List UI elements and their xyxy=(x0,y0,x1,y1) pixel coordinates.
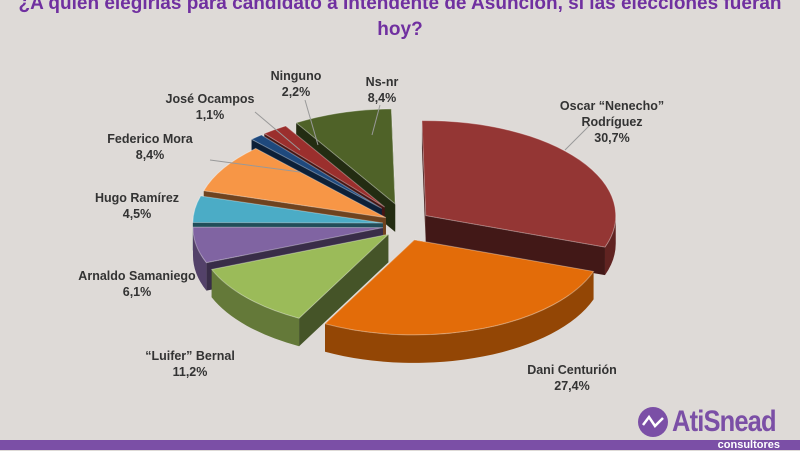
slice-top xyxy=(192,195,383,224)
logo-text: AtiSnead xyxy=(671,405,777,438)
slice-side xyxy=(325,271,594,363)
label-dani: Dani Centurión 27,4% xyxy=(527,362,617,394)
slice-label: Dani Centurión xyxy=(527,363,617,377)
chart-title: ¿A quién elegirías para candidato a Inte… xyxy=(18,0,782,40)
slice-side xyxy=(192,227,207,291)
label-jose: José Ocampos 1,1% xyxy=(166,91,255,123)
slice-top xyxy=(295,108,396,205)
slice-label: Hugo Ramírez xyxy=(94,191,180,205)
logo-chart-icon xyxy=(637,407,668,437)
slice-top xyxy=(324,239,595,336)
slice-value: 1,1% xyxy=(195,108,225,122)
leader-line xyxy=(304,99,319,146)
slice-top xyxy=(421,120,617,248)
label-federico: Federico Mora 8,4% xyxy=(107,131,192,163)
slice-top xyxy=(263,125,385,208)
slice-wall xyxy=(425,215,605,276)
slice-side xyxy=(604,215,616,276)
label-nsnr: Ns-nr 8,4% xyxy=(366,74,399,106)
leader-line xyxy=(209,159,301,173)
logo: AtiSnead xyxy=(636,405,794,439)
leader-line xyxy=(371,104,381,136)
label-ninguno: Ninguno 2,2% xyxy=(271,68,322,100)
slice-label: Oscar “Nenecho” Rodríguez xyxy=(559,99,665,129)
slice-label: Federico Mora xyxy=(107,132,193,146)
pie-slice-1 xyxy=(324,239,595,363)
slice-value: 6,1% xyxy=(122,285,152,299)
slice-label: Ns-nr xyxy=(365,75,399,89)
slice-label: Arnaldo Samaniego xyxy=(78,269,196,283)
label-luifer: “Luifer” Bernal 11,2% xyxy=(145,348,235,380)
pie-slice-2 xyxy=(210,233,390,347)
leader-line xyxy=(254,111,301,151)
logo-subtitle: consultores xyxy=(717,439,780,451)
pie-slice-0 xyxy=(421,120,617,276)
slice-top xyxy=(210,233,390,319)
slice-value: 30,7% xyxy=(594,131,630,145)
slice-value: 8,4% xyxy=(135,148,165,162)
footer-bar xyxy=(0,440,800,450)
slice-side xyxy=(211,269,300,347)
leader-line xyxy=(564,124,591,151)
slice-value: 27,4% xyxy=(554,379,590,393)
slice-label: “Luifer” Bernal xyxy=(145,349,235,363)
slice-value: 2,2% xyxy=(281,85,311,99)
slice-wall xyxy=(421,120,426,244)
slice-label: Ninguno xyxy=(270,69,322,83)
slice-top xyxy=(250,134,383,209)
label-hugo: Hugo Ramírez 4,5% xyxy=(95,190,179,222)
slice-top xyxy=(192,226,384,264)
label-arnaldo: Arnaldo Samaniego 6,1% xyxy=(78,268,195,300)
slice-value: 11,2% xyxy=(172,365,208,379)
slice-label: José Ocampos xyxy=(165,92,255,106)
label-oscar: Oscar “Nenecho” Rodríguez 30,7% xyxy=(552,98,672,146)
slice-value: 4,5% xyxy=(122,207,152,221)
slice-top xyxy=(202,147,387,219)
slice-value: 8,4% xyxy=(367,91,397,105)
